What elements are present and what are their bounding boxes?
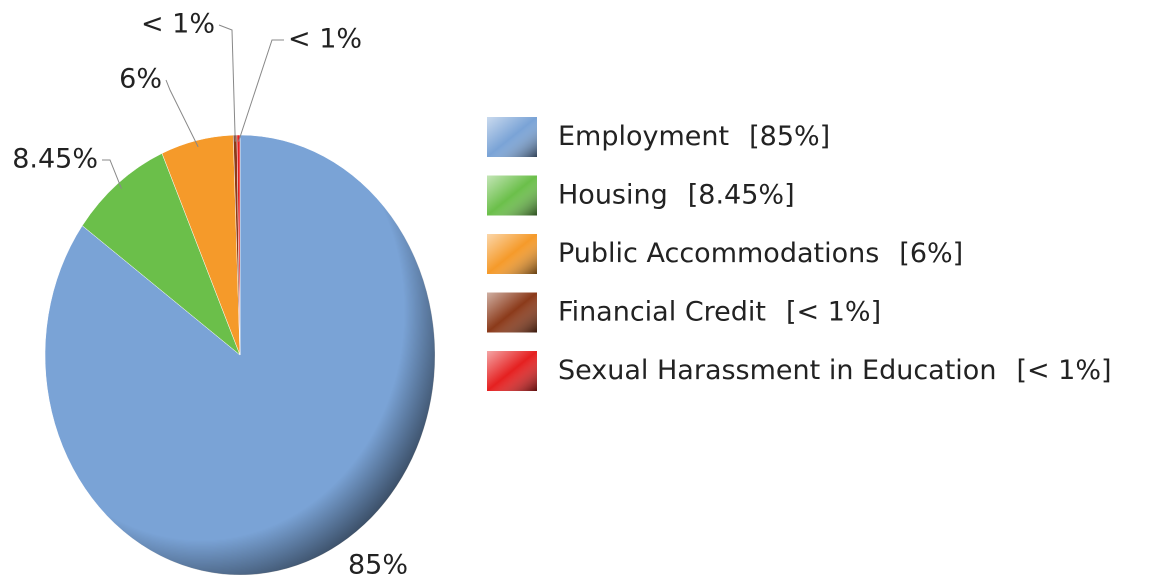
legend-swatch-gloss — [487, 234, 537, 274]
legend-label: Financial Credit [< 1%] — [558, 296, 881, 327]
legend-swatch-gloss — [487, 117, 537, 157]
legend-name: Employment — [558, 121, 729, 152]
legend-label: Public Accommodations [6%] — [558, 238, 963, 269]
legend-name: Housing — [558, 179, 668, 210]
legend-value: [85%] — [749, 121, 830, 152]
legend-name: Financial Credit — [558, 296, 766, 327]
legend-value: [< 1%] — [1016, 355, 1111, 386]
data-label: 6% — [119, 64, 162, 95]
legend-label: Housing [8.45%] — [558, 179, 795, 210]
data-label: 8.45% — [12, 144, 98, 175]
data-label: 85% — [348, 550, 408, 581]
legend-name: Public Accommodations — [558, 238, 879, 269]
leader-line — [165, 79, 199, 148]
legend-value: [6%] — [899, 238, 963, 269]
legend-value: [8.45%] — [688, 179, 795, 210]
data-label: < 1% — [141, 9, 215, 40]
leader-line — [218, 24, 236, 142]
legend-label: Sexual Harassment in Education [< 1%] — [558, 355, 1112, 386]
data-label: < 1% — [288, 24, 362, 55]
legend-label: Employment [85%] — [558, 121, 830, 152]
legend-name: Sexual Harassment in Education — [558, 355, 996, 386]
legend-swatch-gloss — [487, 292, 537, 333]
legend-swatch-gloss — [487, 175, 537, 216]
legend-value: [< 1%] — [786, 296, 881, 327]
leader-line — [238, 39, 284, 142]
legend-swatch-gloss — [487, 351, 537, 391]
